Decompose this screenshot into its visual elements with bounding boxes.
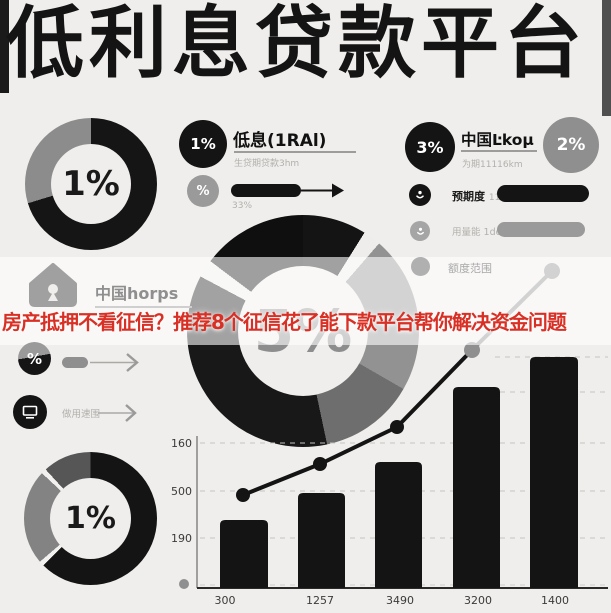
x-tick-label: 3200 bbox=[464, 594, 492, 607]
line-point bbox=[313, 457, 327, 471]
row1-label-text: 预期度 bbox=[452, 190, 485, 203]
progress-caption: 33% bbox=[232, 201, 253, 211]
x-tick-label: 3490 bbox=[386, 594, 414, 607]
left-edge-strip bbox=[0, 0, 9, 93]
y-tick-label: 500 bbox=[171, 485, 192, 498]
row2-bar bbox=[497, 222, 585, 237]
china-subtitle: 为期11116km bbox=[462, 160, 523, 170]
x-tick-label: 300 bbox=[215, 594, 236, 607]
monitor-icon bbox=[13, 395, 47, 429]
trend-line-black bbox=[242, 348, 474, 497]
row1-bar bbox=[497, 185, 589, 202]
row1-face-icon bbox=[409, 184, 431, 206]
row2-label-text: 用量能 bbox=[452, 227, 481, 238]
percent-split-badge: % bbox=[18, 342, 51, 375]
row2-face-icon bbox=[410, 221, 430, 241]
row3-label-text: 额度范围 bbox=[448, 262, 492, 275]
right-edge-strip bbox=[602, 0, 611, 116]
line-point bbox=[236, 488, 250, 502]
donut-chart-top-left: 1% bbox=[25, 118, 157, 250]
arrow-with-bar bbox=[62, 353, 139, 372]
bar bbox=[298, 493, 345, 588]
donut-center-value: 1% bbox=[62, 164, 120, 204]
headline-band bbox=[0, 257, 611, 345]
progress-arrow bbox=[231, 183, 344, 198]
bar bbox=[220, 520, 268, 588]
x-tick-label: 1400 bbox=[541, 594, 569, 607]
donut-hole: 1% bbox=[50, 478, 131, 559]
page-title: 低利息贷款平台 bbox=[6, 0, 588, 89]
headline-text: 房产抵押不看征信？推荐8个征信花了能下款平台帮你解决资金问题 bbox=[2, 310, 567, 334]
china-badge-left: 3% bbox=[405, 122, 455, 172]
donut-center-value: 1% bbox=[65, 501, 116, 536]
left-list-label: 做用速围 bbox=[62, 409, 101, 420]
row2-label: 用量能 1dcd bbox=[452, 224, 507, 238]
line-point-gray bbox=[464, 342, 480, 358]
line-point bbox=[390, 420, 404, 434]
x-tick-label: 1257 bbox=[306, 594, 334, 607]
axis-origin-dot bbox=[179, 579, 189, 589]
arrow bbox=[98, 404, 137, 422]
row2-sub-text: 1dcd bbox=[483, 227, 507, 238]
china-heading: 中国Ŀkoµ bbox=[461, 131, 534, 149]
low-interest-badge: 1% bbox=[179, 120, 227, 168]
brand-underline bbox=[95, 306, 192, 308]
low-interest-heading: 低息(1RAl) bbox=[233, 131, 327, 151]
divider bbox=[234, 151, 356, 153]
china-badge-right: 2% bbox=[543, 117, 599, 173]
brand-name: 中国horps bbox=[95, 284, 179, 303]
bar bbox=[530, 357, 578, 588]
row3-label: 额度范围 bbox=[448, 260, 492, 276]
row3-dot-icon bbox=[411, 257, 430, 276]
low-interest-subtitle: 生贷期贷款3hm bbox=[234, 159, 300, 169]
donut-chart-bottom-left: 1% bbox=[24, 452, 157, 585]
donut-hole: 1% bbox=[51, 144, 131, 224]
percent-badge: % bbox=[187, 175, 219, 207]
y-tick-label: 190 bbox=[171, 532, 192, 545]
divider bbox=[461, 150, 537, 152]
house-icon bbox=[29, 263, 77, 307]
bar bbox=[375, 462, 422, 588]
y-tick-label: 160 bbox=[171, 437, 192, 450]
bar bbox=[453, 387, 500, 588]
